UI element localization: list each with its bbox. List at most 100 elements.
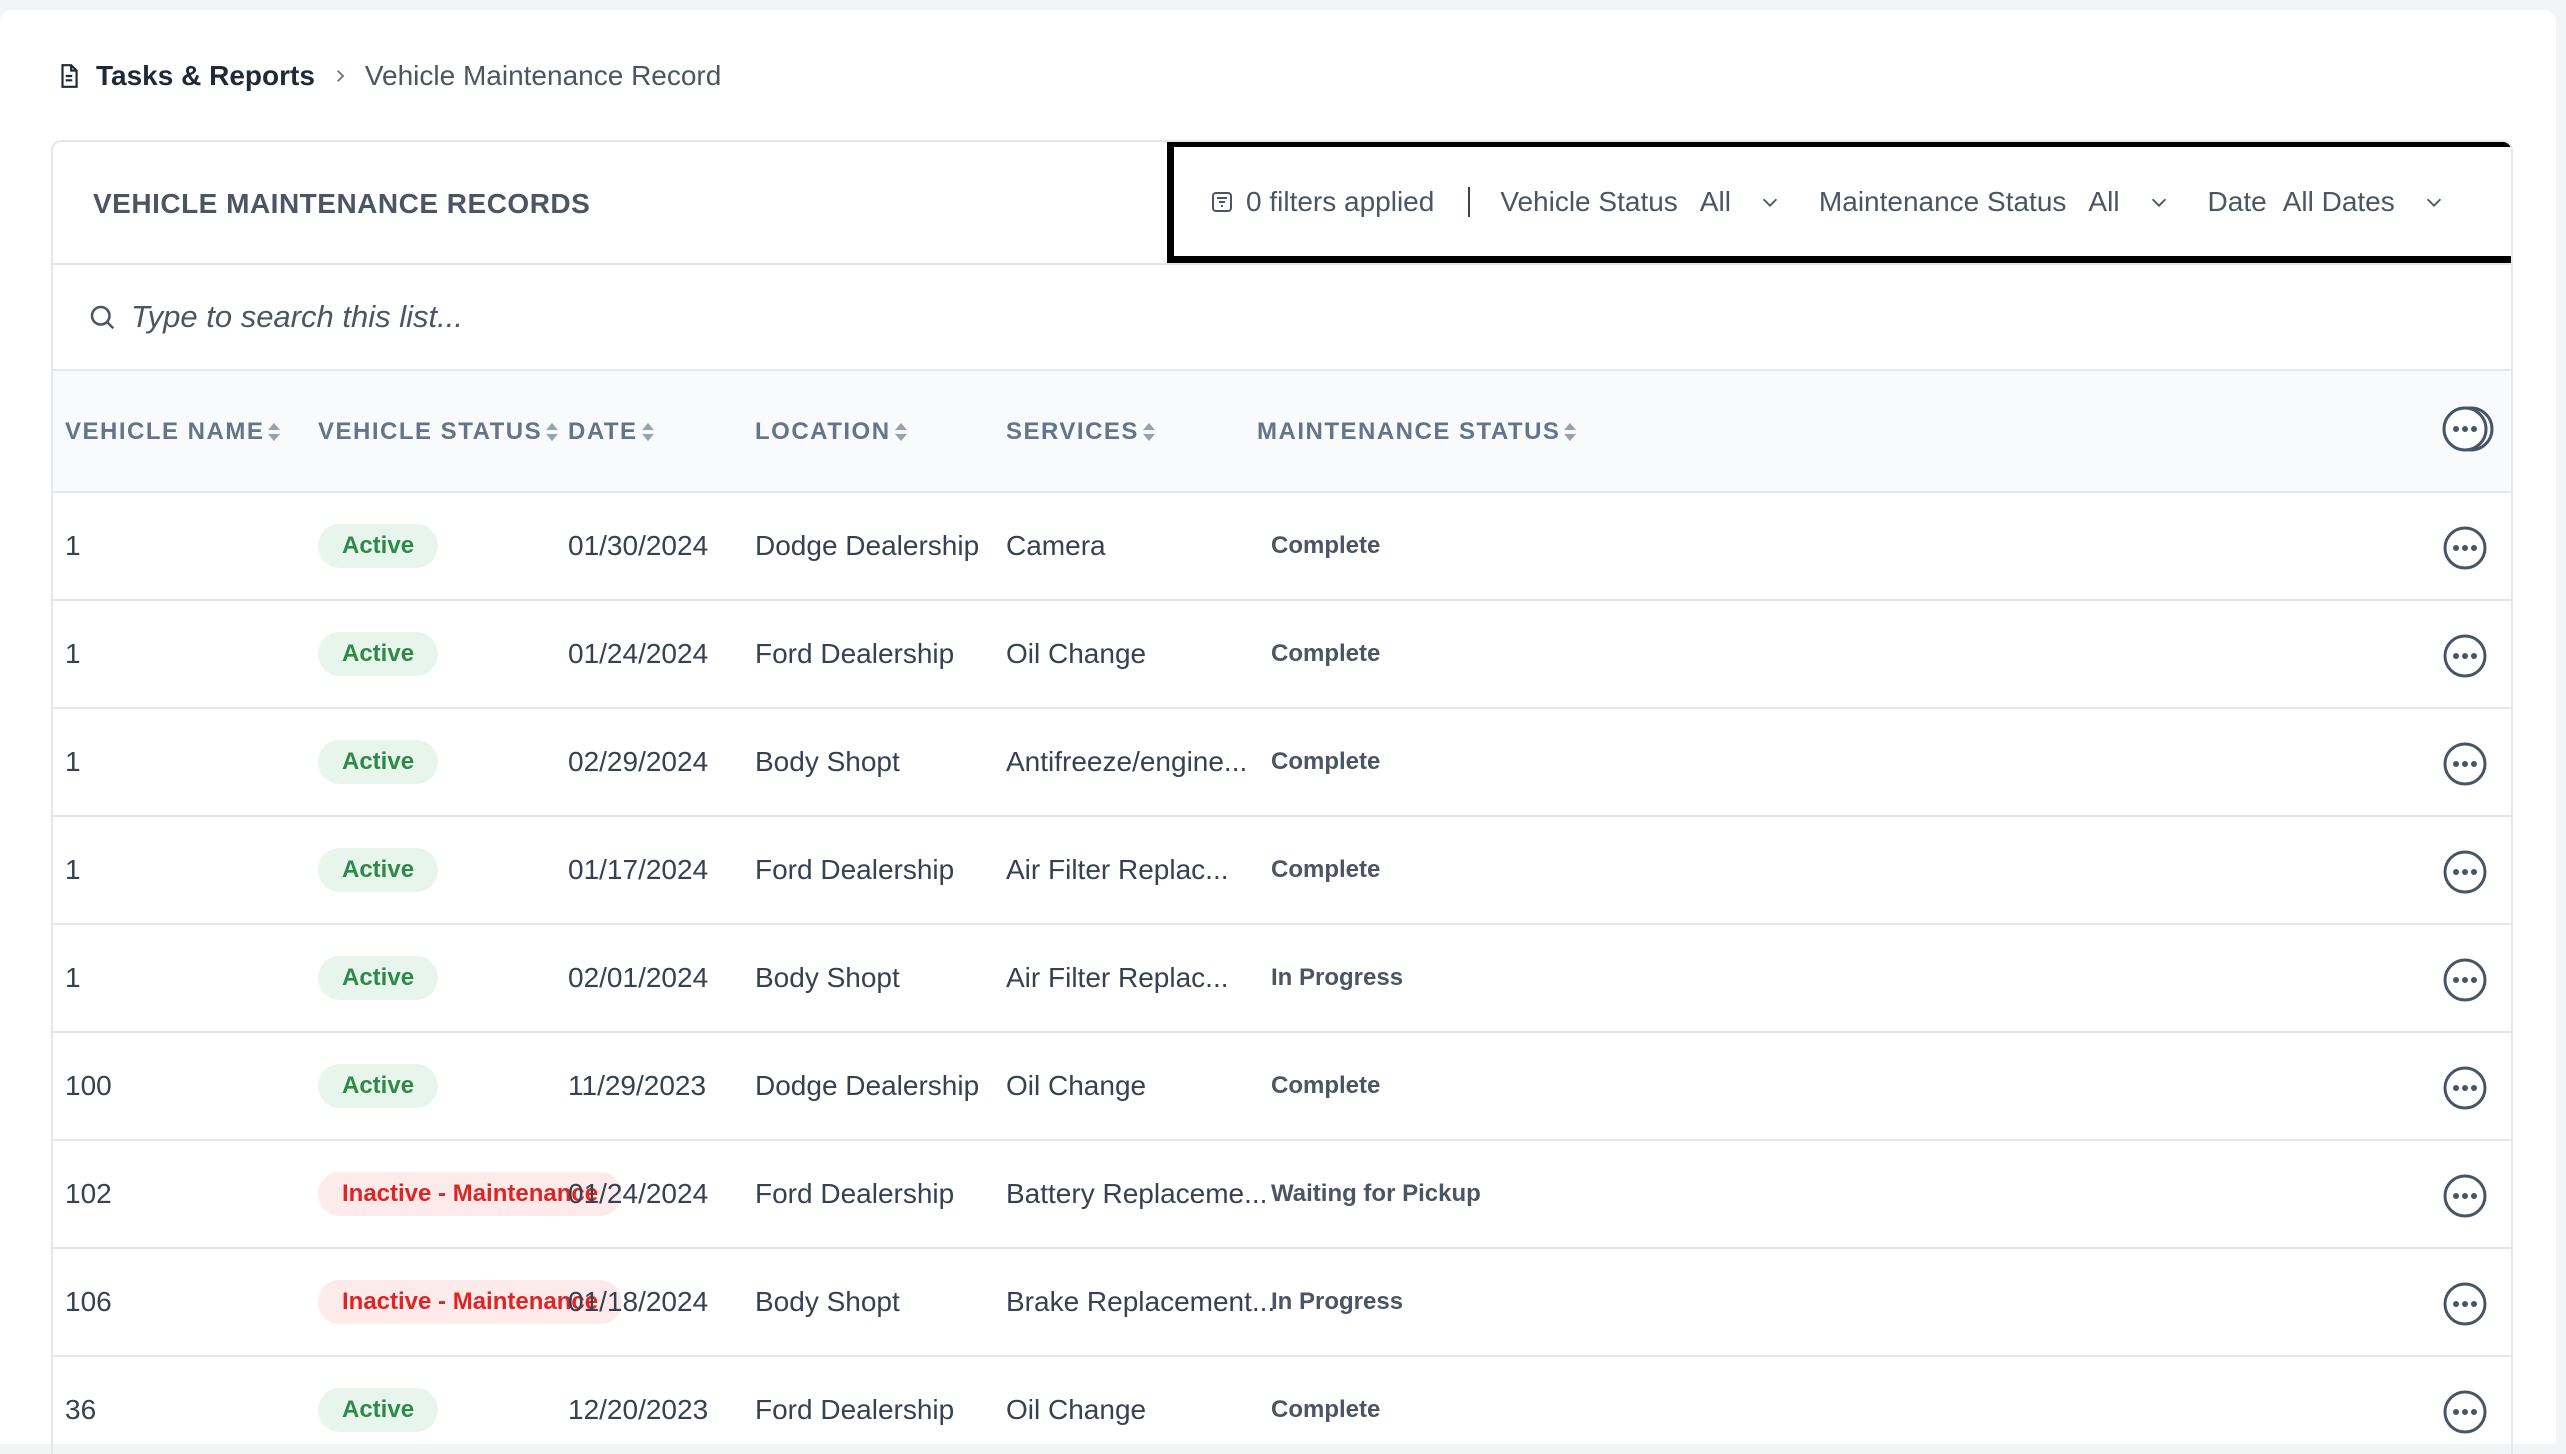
table-row[interactable]: 36 Active 12/20/2023 Ford Dealership Oil… bbox=[53, 1357, 2511, 1454]
maintenance-status-cell: Complete bbox=[1271, 1357, 1380, 1454]
date-cell: 01/30/2024 bbox=[568, 530, 709, 561]
column-date[interactable]: DATE bbox=[568, 418, 656, 446]
divider bbox=[1468, 186, 1471, 217]
row-actions-button[interactable] bbox=[2442, 741, 2488, 787]
date-cell: 01/17/2024 bbox=[568, 854, 709, 885]
services-cell: Brake Replacement... bbox=[1006, 1286, 1276, 1317]
status-badge: Active bbox=[318, 632, 439, 676]
table-row[interactable]: 106 Inactive - Maintenance 01/18/2024 Bo… bbox=[53, 1249, 2511, 1357]
status-badge: Active bbox=[318, 740, 439, 784]
column-location[interactable]: LOCATION bbox=[755, 418, 909, 446]
vehicle-status-cell: Active bbox=[318, 817, 439, 923]
maintenance-status-text: In Progress bbox=[1271, 964, 1404, 991]
date-filter-value: All Dates bbox=[2282, 185, 2395, 217]
vehicle-status-cell: Active bbox=[318, 1357, 439, 1454]
date-cell: 02/01/2024 bbox=[568, 962, 709, 993]
sort-icon bbox=[893, 421, 909, 443]
maintenance-status-text: Complete bbox=[1271, 748, 1381, 775]
filter-icon bbox=[1210, 190, 1234, 214]
table-row[interactable]: 1 Active 01/17/2024 Ford Dealership Air … bbox=[53, 817, 2511, 925]
table-row[interactable]: 1 Active 02/29/2024 Body Shopt Antifreez… bbox=[53, 709, 2511, 817]
column-vehicle-name-label: VEHICLE NAME bbox=[65, 418, 265, 445]
chevron-down-icon bbox=[1759, 191, 1781, 213]
column-settings-button[interactable] bbox=[2439, 403, 2495, 455]
column-maintenance-status[interactable]: MAINTENANCE STATUS bbox=[1257, 418, 1578, 446]
column-services-label: SERVICES bbox=[1006, 418, 1139, 445]
services-cell: Air Filter Replac... bbox=[1006, 854, 1229, 885]
column-date-label: DATE bbox=[568, 418, 638, 445]
maintenance-status-text: Complete bbox=[1271, 1072, 1381, 1099]
date-filter[interactable]: Date All Dates bbox=[2208, 186, 2445, 218]
maintenance-status-cell: Complete bbox=[1271, 493, 1380, 599]
vehicle-name-cell: 1 bbox=[65, 746, 81, 777]
column-vehicle-status[interactable]: VEHICLE STATUS bbox=[318, 418, 560, 446]
location-cell: Dodge Dealership bbox=[755, 530, 980, 561]
more-options-icon bbox=[2443, 1390, 2487, 1434]
table-row[interactable]: 1 Active 02/01/2024 Body Shopt Air Filte… bbox=[53, 925, 2511, 1033]
column-vehicle-status-label: VEHICLE STATUS bbox=[318, 418, 543, 445]
chevron-right-icon bbox=[331, 67, 349, 85]
location-cell: Body Shopt bbox=[755, 1286, 900, 1317]
vehicle-name-cell: 1 bbox=[65, 530, 81, 561]
vehicle-name-cell: 1 bbox=[65, 638, 81, 669]
status-badge: Inactive - Maintenance bbox=[318, 1172, 623, 1216]
row-actions-button[interactable] bbox=[2442, 1389, 2488, 1435]
location-cell: Ford Dealership bbox=[755, 854, 955, 885]
maintenance-status-text: Complete bbox=[1271, 532, 1381, 559]
date-cell: 01/24/2024 bbox=[568, 638, 709, 669]
table-row[interactable]: 100 Active 11/29/2023 Dodge Dealership O… bbox=[53, 1033, 2511, 1141]
maintenance-status-text: Complete bbox=[1271, 856, 1381, 883]
maintenance-status-text: In Progress bbox=[1271, 1288, 1404, 1315]
card-header: VEHICLE MAINTENANCE RECORDS bbox=[53, 142, 2511, 265]
maintenance-status-cell: In Progress bbox=[1271, 1249, 1403, 1355]
status-badge: Active bbox=[318, 1388, 439, 1432]
date-cell: 01/24/2024 bbox=[568, 1178, 709, 1209]
table-row[interactable]: 1 Active 01/30/2024 Dodge Dealership Cam… bbox=[53, 493, 2511, 601]
more-options-icon bbox=[2443, 634, 2487, 678]
date-cell: 11/29/2023 bbox=[568, 1070, 707, 1101]
vehicle-status-filter[interactable]: Vehicle Status All bbox=[1500, 186, 1781, 218]
table-row[interactable]: 1 Active 01/24/2024 Ford Dealership Oil … bbox=[53, 601, 2511, 709]
date-cell: 12/20/2023 bbox=[568, 1394, 709, 1425]
table-row[interactable]: 102 Inactive - Maintenance 01/24/2024 Fo… bbox=[53, 1141, 2511, 1249]
more-options-icon bbox=[2443, 1282, 2487, 1326]
row-actions-button[interactable] bbox=[2442, 525, 2488, 571]
maintenance-status-filter-label: Maintenance Status bbox=[1818, 185, 2067, 217]
maintenance-status-cell: In Progress bbox=[1271, 925, 1403, 1031]
maintenance-status-text: Complete bbox=[1271, 1396, 1381, 1423]
status-badge: Active bbox=[318, 524, 439, 568]
sort-icon bbox=[1562, 421, 1578, 443]
maintenance-status-filter[interactable]: Maintenance Status All bbox=[1819, 186, 2170, 218]
vehicle-status-cell: Active bbox=[318, 601, 439, 707]
maintenance-status-cell: Complete bbox=[1271, 709, 1380, 815]
sort-icon bbox=[266, 421, 282, 443]
sort-icon bbox=[640, 421, 656, 443]
page: Tasks & Reports Vehicle Maintenance Reco… bbox=[0, 10, 2556, 1454]
search-icon bbox=[87, 302, 117, 332]
table-body: 1 Active 01/30/2024 Dodge Dealership Cam… bbox=[53, 493, 2511, 1454]
column-services[interactable]: SERVICES bbox=[1006, 418, 1157, 446]
location-cell: Ford Dealership bbox=[755, 638, 955, 669]
location-cell: Ford Dealership bbox=[755, 1394, 955, 1425]
services-cell: Oil Change bbox=[1006, 1070, 1147, 1101]
row-actions-button[interactable] bbox=[2442, 633, 2488, 679]
column-vehicle-name[interactable]: VEHICLE NAME bbox=[65, 418, 282, 446]
filter-bar: 0 filters applied Vehicle Status All Mai… bbox=[1167, 142, 2511, 263]
row-actions-button[interactable] bbox=[2442, 1173, 2488, 1219]
row-actions-button[interactable] bbox=[2442, 849, 2488, 895]
row-actions-button[interactable] bbox=[2442, 1065, 2488, 1111]
row-actions-button[interactable] bbox=[2442, 957, 2488, 1003]
sort-icon bbox=[544, 421, 560, 443]
table-header: VEHICLE NAME VEHICLE STATUS DATE LOCATIO… bbox=[53, 371, 2511, 493]
location-cell: Ford Dealership bbox=[755, 1178, 955, 1209]
filters-applied[interactable]: 0 filters applied bbox=[1210, 186, 1434, 218]
vehicle-status-cell: Active bbox=[318, 709, 439, 815]
more-options-icon bbox=[2443, 850, 2487, 894]
row-actions-button[interactable] bbox=[2442, 1281, 2488, 1327]
vehicle-name-cell: 1 bbox=[65, 962, 81, 993]
breadcrumb-root-link[interactable]: Tasks & Reports bbox=[96, 60, 315, 91]
search-input[interactable] bbox=[131, 299, 1331, 335]
vehicle-status-filter-value: All bbox=[1699, 185, 1731, 217]
vehicle-status-cell: Active bbox=[318, 1033, 439, 1139]
breadcrumb-current: Vehicle Maintenance Record bbox=[364, 60, 722, 91]
